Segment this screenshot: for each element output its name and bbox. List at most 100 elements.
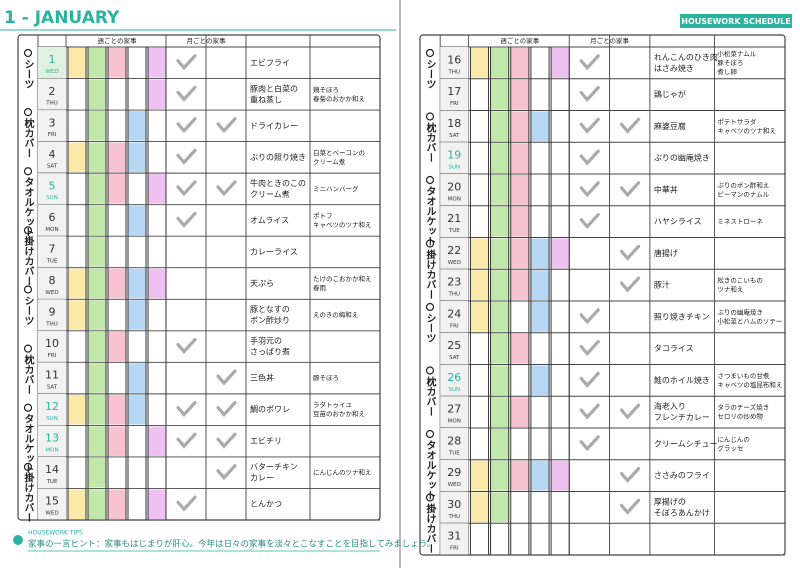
side-icon [23, 344, 33, 353]
check [176, 495, 197, 512]
check [619, 276, 641, 293]
chore-fill [88, 300, 106, 330]
main-dish: さっぱり煮 [250, 347, 290, 357]
main-dish: はさみ焼き [654, 64, 694, 73]
side-dish: 小松菜ナムル [717, 49, 756, 58]
side-icon [23, 403, 33, 412]
chore-fill [551, 460, 570, 491]
main-dish: 中華丼 [654, 184, 678, 194]
weekday: TUE [46, 258, 58, 264]
check [579, 403, 600, 420]
side-dish: 春菊のおかか和え [313, 94, 365, 103]
side-label: タオルケット [22, 414, 34, 474]
check [579, 435, 600, 452]
weekday: SUN [46, 416, 58, 422]
weekday: TUE [448, 450, 460, 456]
side-label: 枕カバー [424, 375, 436, 416]
side-dish: グラッセ [717, 443, 743, 452]
side-dish: ポトフ [313, 212, 333, 220]
side-dish: ポテトサラダ [717, 117, 757, 126]
side-dish: ぶりのポン酢和え [717, 180, 769, 189]
day-number: 7 [49, 242, 56, 255]
day-cell [440, 396, 469, 428]
chore-fill [88, 457, 106, 488]
check [579, 54, 600, 71]
side-icon [425, 366, 435, 375]
main-dish: ささみのフライ [654, 471, 710, 480]
side-label: 掛けカバー [424, 502, 436, 553]
side-dish: ミネストローネ [717, 218, 763, 226]
day-cell [440, 459, 469, 492]
check [579, 213, 600, 230]
chore-fill [530, 270, 550, 300]
chore-fill [510, 143, 529, 173]
day-number: 31 [447, 530, 461, 543]
main-dish: バターチキン [250, 463, 298, 472]
day-number: 6 [49, 211, 56, 224]
day-cell [38, 78, 66, 111]
weekday: FRI [48, 132, 57, 138]
day-cell [440, 428, 469, 460]
main-dish: 鶏じゃが [654, 89, 686, 99]
side-dish: クリーム煮 [313, 157, 346, 166]
weekday: SAT [47, 384, 58, 390]
chore-fill [148, 174, 166, 204]
main-dish: 鯛のポワレ [250, 404, 290, 414]
side-dish: 豚そぼろ [313, 374, 339, 382]
day-number: 12 [45, 400, 59, 413]
side-icon [425, 239, 435, 248]
side-label: 枕カバー [22, 353, 34, 394]
weekday: SAT [449, 133, 460, 139]
main-dish: 手羽元の [250, 336, 282, 346]
chore-fill [148, 48, 166, 78]
chore-fill [108, 142, 126, 173]
side-icon [425, 429, 435, 439]
side-icon [425, 493, 435, 502]
side-dish: にんじんのツナ和え [313, 468, 372, 477]
chore-fill [128, 363, 146, 393]
chore-fill [88, 174, 106, 204]
side-icon [23, 462, 33, 471]
day-number: 17 [447, 85, 461, 98]
day-number: 13 [45, 432, 59, 445]
chore-fill [530, 238, 550, 269]
day-cell [440, 301, 469, 333]
chore-fill [88, 48, 106, 78]
badge-bg [680, 14, 792, 28]
weekday: THU [448, 292, 461, 298]
day-number: 10 [45, 337, 59, 350]
day-number: 23 [447, 276, 461, 289]
main-dish: ぶりの幽庵焼き [654, 153, 710, 163]
main-dish: エビフライ [250, 58, 290, 67]
day-number: 18 [447, 117, 461, 130]
chore-fill [490, 111, 509, 142]
tip-text: 家事の一言ヒント：家事もはじまりが肝心。今年は日々の家事を淡々とこなすことを目指… [28, 539, 435, 550]
main-dish: 重ね蒸し [250, 94, 282, 104]
chore-fill [490, 492, 509, 523]
main-dish: 豚汁 [654, 280, 670, 290]
chore-fill [551, 238, 570, 269]
day-cell [38, 204, 66, 237]
chore-fill [68, 268, 86, 299]
chore-fill [470, 302, 489, 332]
chore-fill [128, 300, 146, 330]
check [176, 401, 197, 418]
day-number: 14 [45, 463, 59, 476]
chore-fill [490, 460, 509, 491]
day-number: 2 [49, 85, 56, 98]
chore-fill [510, 206, 529, 237]
day-cell [38, 236, 66, 268]
chore-fill [470, 492, 489, 523]
weekday: SAT [449, 355, 460, 361]
main-dish: ハヤシライス [654, 217, 702, 226]
weekday: MON [45, 447, 58, 453]
check [176, 117, 197, 134]
chore-fill [510, 333, 529, 364]
chore-fill [510, 175, 529, 205]
day-cell [38, 110, 66, 142]
check [619, 467, 641, 484]
day-number: 5 [49, 179, 56, 192]
chore-fill [88, 237, 106, 267]
check [579, 149, 600, 166]
day-number: 9 [49, 306, 56, 319]
